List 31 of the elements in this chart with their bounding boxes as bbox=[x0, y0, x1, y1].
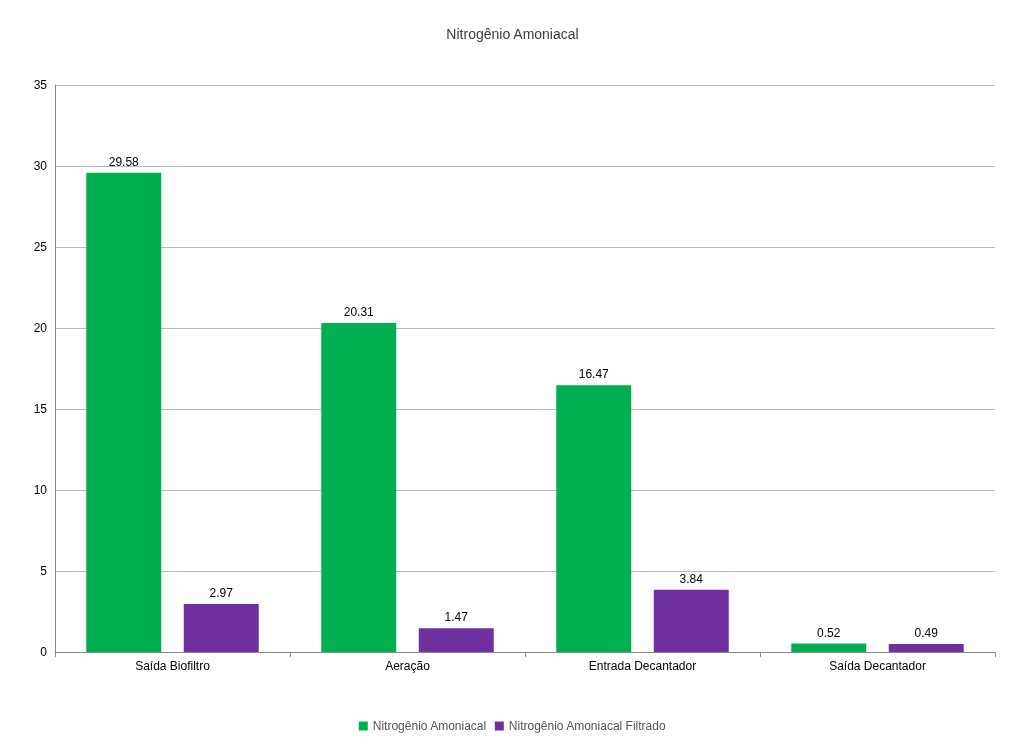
data-label: 1.47 bbox=[444, 610, 469, 625]
y-tick-label: 25 bbox=[33, 240, 48, 254]
bar bbox=[791, 643, 867, 652]
data-label: 20.31 bbox=[343, 304, 375, 319]
bar bbox=[321, 322, 397, 652]
bar bbox=[556, 385, 632, 652]
legend-label: Nitrogênio Amoniacal bbox=[372, 719, 487, 733]
bar bbox=[86, 172, 162, 652]
data-label: 16.47 bbox=[578, 367, 610, 382]
y-tick-label: 5 bbox=[40, 564, 48, 578]
bar bbox=[183, 603, 259, 652]
bar bbox=[418, 628, 494, 652]
data-label: 2.97 bbox=[209, 585, 234, 600]
x-tick-label: Entrada Decantador bbox=[588, 659, 697, 673]
y-tick-label: 35 bbox=[33, 78, 48, 92]
data-label: 29.58 bbox=[108, 154, 140, 169]
data-label: 0.49 bbox=[914, 626, 939, 641]
y-tick-label: 10 bbox=[33, 483, 48, 497]
bar bbox=[888, 644, 964, 652]
data-label: 3.84 bbox=[679, 571, 704, 586]
y-tick-label: 20 bbox=[33, 321, 48, 335]
y-tick-label: 0 bbox=[40, 645, 48, 659]
x-tick-label: Aeração bbox=[385, 659, 431, 673]
bar bbox=[653, 589, 729, 652]
x-tick-label: Saída Decantador bbox=[829, 659, 926, 673]
chart-title: Nitrogênio Amoniacal bbox=[446, 26, 579, 42]
y-tick-label: 30 bbox=[33, 159, 48, 173]
y-tick-label: 15 bbox=[33, 402, 48, 416]
legend-label: Nitrogênio Amoniacal Filtrado bbox=[508, 719, 666, 733]
x-tick-label: Saída Biofiltro bbox=[135, 659, 211, 673]
data-label: 0.52 bbox=[817, 625, 841, 640]
